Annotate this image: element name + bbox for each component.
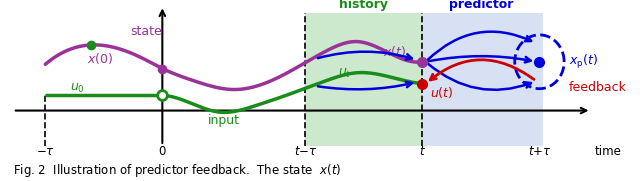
Text: $-\tau$: $-\tau$: [36, 146, 55, 159]
Text: $x(t)$: $x(t)$: [383, 44, 406, 59]
Bar: [422, 13, 543, 146]
Text: predictor: predictor: [449, 0, 513, 11]
Text: $t{-}\tau$: $t{-}\tau$: [294, 146, 317, 159]
Text: $x_{\mathrm{p}}(t)$: $x_{\mathrm{p}}(t)$: [569, 53, 598, 71]
Bar: [305, 13, 422, 146]
Text: state: state: [130, 25, 161, 38]
Text: $0$: $0$: [158, 146, 166, 159]
Text: $u(t)$: $u(t)$: [430, 85, 454, 100]
Text: feedback: feedback: [569, 81, 627, 94]
Text: Fig. 2  Illustration of predictor feedback.  The state  $x(t)$: Fig. 2 Illustration of predictor feedbac…: [13, 162, 341, 179]
Text: $u_t$: $u_t$: [337, 67, 351, 80]
Text: $t{+}\tau$: $t{+}\tau$: [527, 146, 551, 159]
Text: history: history: [339, 0, 388, 11]
Text: $t$: $t$: [419, 146, 426, 159]
Text: $u_0$: $u_0$: [70, 82, 85, 95]
Text: time: time: [595, 146, 621, 159]
Text: input: input: [208, 114, 240, 127]
Text: $x(0)$: $x(0)$: [87, 51, 113, 66]
